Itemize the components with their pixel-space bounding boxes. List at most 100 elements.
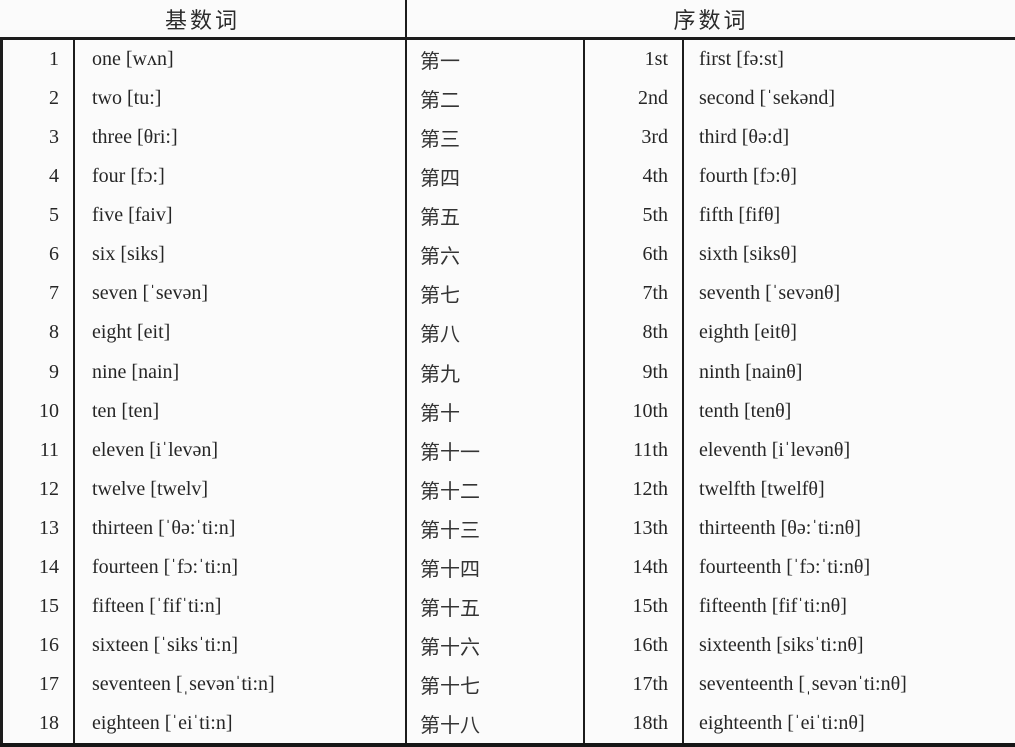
table-row: 13 thirteen [ˈθə:ˈti:n] 第十三 13th thirtee… <box>3 508 1015 548</box>
number-cell: 9 <box>3 352 75 392</box>
number-cell: 5 <box>3 196 75 236</box>
cardinal-word-cell: four [fɔ:] <box>75 157 407 197</box>
ordinal-number-cell: 13th <box>585 508 684 548</box>
ordinal-word-cell: third [θə:d] <box>699 126 790 149</box>
cardinal-word-cell: six [siks] <box>75 235 407 275</box>
ordinal-word-cell: sixteenth [siksˈti:nθ] <box>699 633 864 656</box>
ordinal-number-cell: 2nd <box>585 79 684 119</box>
number-cell: 2 <box>3 79 75 119</box>
chinese-ordinal-cell: 第七 <box>407 274 585 314</box>
ordinal-number-cell: 1st <box>585 40 684 80</box>
cardinal-word-cell: fourteen [ˈfɔ:ˈti:n] <box>75 547 407 587</box>
ordinal-number-cell: 4th <box>585 157 684 197</box>
ordinal-number-cell: 12th <box>585 469 684 509</box>
number-cell: 10 <box>3 391 75 431</box>
chinese-ordinal-cell: 第一 <box>407 40 585 80</box>
table-row: 12 twelve [twelv] 第十二 12th twelfth [twel… <box>3 469 1015 509</box>
number-cell: 3 <box>3 118 75 158</box>
cardinal-word-cell: seventeen [ˌsevənˈti:n] <box>75 665 407 705</box>
chinese-ordinal-cell: 第六 <box>407 235 585 275</box>
chinese-ordinal-cell: 第十三 <box>407 508 585 548</box>
ordinal-word-cell: first [fə:st] <box>699 48 784 71</box>
table-row: 5 five [faiv] 第五 5th fifth [fifθ] <box>3 196 1015 236</box>
table-row: 16 sixteen [ˈsiksˈti:n] 第十六 16th sixteen… <box>3 625 1015 665</box>
ordinal-word-cell: fourth [fɔ:θ] <box>699 165 797 188</box>
ordinal-word-cell: eighteenth [ˈeiˈti:nθ] <box>699 712 865 735</box>
ordinal-word-cell: seventh [ˈsevənθ] <box>699 282 841 305</box>
ordinal-number-cell: 17th <box>585 665 684 705</box>
number-cell: 7 <box>3 274 75 314</box>
chinese-ordinal-cell: 第二 <box>407 79 585 119</box>
ordinal-word-cell: eleventh [iˈlevənθ] <box>699 438 851 461</box>
cardinal-word-cell: sixteen [ˈsiksˈti:n] <box>75 625 407 665</box>
number-cell: 14 <box>3 547 75 587</box>
cardinal-word-cell: eleven [iˈlevən] <box>75 430 407 470</box>
header-divider-line <box>0 37 1015 40</box>
number-cell: 18 <box>3 704 75 744</box>
table-row: 9 nine [nain] 第九 9th ninth [nainθ] <box>3 352 1015 392</box>
ordinal-word-cell: fourteenth [ˈfɔ:ˈti:nθ] <box>699 555 871 578</box>
cardinal-word-cell: twelve [twelv] <box>75 469 407 509</box>
ordinal-word-cell: ninth [nainθ] <box>699 360 803 383</box>
ordinal-word-cell: eighth [eitθ] <box>699 321 797 344</box>
ordinal-number-cell: 8th <box>585 313 684 353</box>
ordinal-number-cell: 14th <box>585 547 684 587</box>
number-cell: 6 <box>3 235 75 275</box>
ordinal-number-cell: 11th <box>585 430 684 470</box>
ordinal-word-cell: sixth [siksθ] <box>699 243 797 266</box>
ordinal-word-cell: seventeenth [ˌsevənˈti:nθ] <box>699 673 907 696</box>
number-cell: 4 <box>3 157 75 197</box>
cardinal-word-cell: two [tu:] <box>75 79 407 119</box>
chinese-ordinal-cell: 第十四 <box>407 547 585 587</box>
table-row: 15 fifteen [ˈfifˈti:n] 第十五 15th fifteent… <box>3 586 1015 626</box>
chinese-ordinal-cell: 第五 <box>407 196 585 236</box>
cardinal-word-cell: three [θri:] <box>75 118 407 158</box>
table-header: 基数词 序数词 <box>0 0 1015 37</box>
table-row: 8 eight [eit] 第八 8th eighth [eitθ] <box>3 313 1015 353</box>
cardinal-word-cell: eighteen [ˈeiˈti:n] <box>75 704 407 744</box>
table-row: 2 two [tu:] 第二 2nd second [ˈsekənd] <box>3 79 1015 119</box>
cardinal-word-cell: five [faiv] <box>75 196 407 236</box>
table-row: 10 ten [ten] 第十 10th tenth [tenθ] <box>3 391 1015 431</box>
table-body: 1 one [wʌn] 第一 1st first [fə:st] 2 two [… <box>0 40 1015 744</box>
chinese-ordinal-cell: 第十 <box>407 391 585 431</box>
chinese-ordinal-cell: 第十一 <box>407 430 585 470</box>
cardinal-word-cell: fifteen [ˈfifˈti:n] <box>75 586 407 626</box>
ordinal-number-cell: 9th <box>585 352 684 392</box>
ordinal-word-cell: second [ˈsekənd] <box>699 87 836 110</box>
ordinal-word-cell: twelfth [twelfθ] <box>699 477 825 500</box>
ordinal-word-cell: thirteenth [θə:ˈti:nθ] <box>699 516 861 539</box>
table-row: 14 fourteen [ˈfɔ:ˈti:n] 第十四 14th fourtee… <box>3 547 1015 587</box>
table-row: 7 seven [ˈsevən] 第七 7th seventh [ˈsevənθ… <box>3 274 1015 314</box>
chinese-ordinal-cell: 第九 <box>407 352 585 392</box>
ordinal-number-cell: 16th <box>585 625 684 665</box>
table-row: 1 one [wʌn] 第一 1st first [fə:st] <box>3 40 1015 80</box>
number-cell: 8 <box>3 313 75 353</box>
ordinal-word-cell: tenth [tenθ] <box>699 399 792 422</box>
number-cell: 15 <box>3 586 75 626</box>
table-row: 17 seventeen [ˌsevənˈti:n] 第十七 17th seve… <box>3 665 1015 705</box>
cardinal-word-cell: seven [ˈsevən] <box>75 274 407 314</box>
ordinal-number-cell: 5th <box>585 196 684 236</box>
chinese-ordinal-cell: 第四 <box>407 157 585 197</box>
table-row: 3 three [θri:] 第三 3rd third [θə:d] <box>3 118 1015 158</box>
cardinal-word-cell: ten [ten] <box>75 391 407 431</box>
ordinal-number-cell: 15th <box>585 586 684 626</box>
cardinal-word-cell: thirteen [ˈθə:ˈti:n] <box>75 508 407 548</box>
chinese-ordinal-cell: 第十六 <box>407 625 585 665</box>
ordinal-number-cell: 10th <box>585 391 684 431</box>
chinese-ordinal-cell: 第十五 <box>407 586 585 626</box>
number-cell: 13 <box>3 508 75 548</box>
number-cell: 1 <box>3 40 75 80</box>
chinese-ordinal-cell: 第十七 <box>407 665 585 705</box>
chinese-ordinal-cell: 第三 <box>407 118 585 158</box>
bottom-border <box>0 743 1015 747</box>
ordinal-number-cell: 3rd <box>585 118 684 158</box>
table-row: 4 four [fɔ:] 第四 4th fourth [fɔ:θ] <box>3 157 1015 197</box>
cardinal-header: 基数词 <box>0 0 407 37</box>
cardinal-word-cell: one [wʌn] <box>75 40 407 80</box>
ordinal-number-cell: 18th <box>585 704 684 744</box>
cardinal-word-cell: nine [nain] <box>75 352 407 392</box>
table-row: 18 eighteen [ˈeiˈti:n] 第十八 18th eighteen… <box>3 704 1015 744</box>
